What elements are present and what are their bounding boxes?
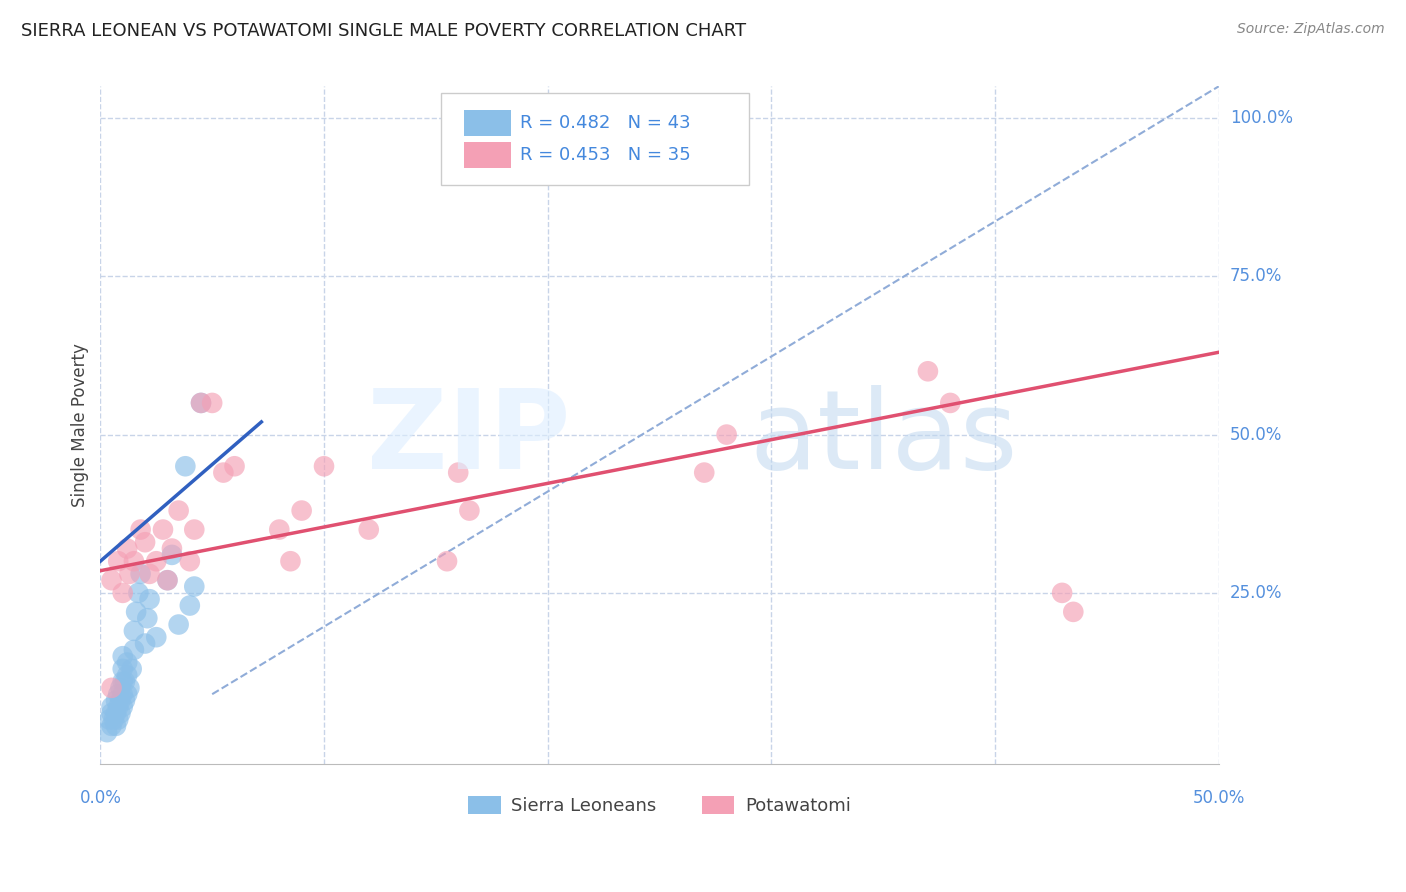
Point [96, 725, 118, 739]
Point [138, 592, 160, 607]
Point [1050, 586, 1073, 600]
FancyBboxPatch shape [441, 93, 749, 185]
Point [201, 396, 224, 410]
Point [107, 713, 129, 727]
Text: 25.0%: 25.0% [1230, 584, 1282, 602]
Point [111, 662, 134, 676]
Point [105, 719, 128, 733]
Point [312, 459, 335, 474]
Point [939, 396, 962, 410]
Point [107, 687, 129, 701]
Point [115, 668, 138, 682]
Text: R = 0.482   N = 43: R = 0.482 N = 43 [520, 114, 690, 132]
Point [152, 523, 174, 537]
Point [122, 643, 145, 657]
Point [138, 566, 160, 581]
Point [167, 617, 190, 632]
Point [111, 586, 134, 600]
FancyBboxPatch shape [464, 142, 510, 168]
Point [156, 573, 179, 587]
Point [269, 523, 291, 537]
Point [917, 364, 939, 378]
Point [716, 427, 738, 442]
Text: 50.0%: 50.0% [1230, 425, 1282, 443]
Point [190, 396, 212, 410]
Point [115, 541, 138, 556]
Point [110, 681, 132, 695]
Point [125, 605, 148, 619]
Point [458, 503, 481, 517]
Y-axis label: Single Male Poverty: Single Male Poverty [72, 343, 89, 507]
Point [183, 580, 205, 594]
Point [156, 573, 179, 587]
Text: ZIP: ZIP [367, 385, 569, 492]
Point [1062, 605, 1084, 619]
Point [121, 662, 143, 676]
Point [160, 541, 183, 556]
Point [105, 706, 128, 721]
Text: SIERRA LEONEAN VS POTAWATOMI SINGLE MALE POVERTY CORRELATION CHART: SIERRA LEONEAN VS POTAWATOMI SINGLE MALE… [21, 22, 747, 40]
Text: R = 0.453   N = 35: R = 0.453 N = 35 [520, 145, 690, 164]
Point [447, 466, 470, 480]
Point [111, 674, 134, 689]
Point [280, 554, 302, 568]
Point [134, 636, 156, 650]
Point [107, 554, 129, 568]
Point [129, 566, 152, 581]
Point [129, 523, 152, 537]
Text: atlas: atlas [749, 385, 1018, 492]
Point [160, 548, 183, 562]
Point [436, 554, 458, 568]
Point [212, 466, 235, 480]
Point [134, 535, 156, 549]
Point [183, 523, 205, 537]
Point [111, 699, 134, 714]
Point [103, 713, 125, 727]
Point [100, 681, 122, 695]
Point [100, 573, 122, 587]
Point [100, 699, 122, 714]
Point [357, 523, 380, 537]
Point [145, 630, 167, 644]
Legend: Sierra Leoneans, Potawatomi: Sierra Leoneans, Potawatomi [461, 789, 858, 822]
Point [190, 396, 212, 410]
Point [179, 554, 201, 568]
Point [118, 566, 141, 581]
FancyBboxPatch shape [464, 110, 510, 136]
Text: 0.0%: 0.0% [79, 789, 121, 807]
Text: 100.0%: 100.0% [1230, 109, 1294, 127]
Point [174, 459, 197, 474]
Text: Source: ZipAtlas.com: Source: ZipAtlas.com [1237, 22, 1385, 37]
Point [115, 687, 138, 701]
Point [107, 699, 129, 714]
Point [122, 554, 145, 568]
Text: 75.0%: 75.0% [1230, 268, 1282, 285]
Point [111, 687, 134, 701]
Point [693, 466, 716, 480]
Point [145, 554, 167, 568]
Point [179, 599, 201, 613]
Point [118, 681, 141, 695]
Point [114, 693, 136, 707]
Point [98, 713, 121, 727]
Point [105, 693, 128, 707]
Point [167, 503, 190, 517]
Point [115, 656, 138, 670]
Point [110, 706, 132, 721]
Text: 50.0%: 50.0% [1192, 789, 1244, 807]
Point [110, 693, 132, 707]
Point [136, 611, 159, 625]
Point [122, 624, 145, 638]
Point [224, 459, 246, 474]
Point [111, 649, 134, 664]
Point [100, 719, 122, 733]
Point [291, 503, 314, 517]
Point [127, 586, 149, 600]
Point [114, 674, 136, 689]
Point [100, 706, 122, 721]
